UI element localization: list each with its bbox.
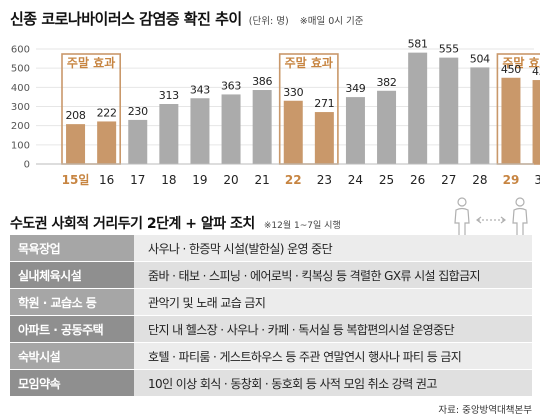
bar [314, 112, 334, 164]
row-description: 10인 이상 회식 · 동창회 · 동호회 등 사적 모임 취소 강력 권고 [134, 370, 532, 396]
bar-value-label: 438 [532, 65, 540, 78]
bar-value-label: 386 [252, 75, 272, 88]
social-distancing-icon [454, 197, 528, 239]
chart-title-text: 신종 코로나바이러스 감염증 확진 추이 [10, 10, 242, 28]
bar-value-label: 581 [408, 38, 428, 51]
rules-table: 목욕장업 사우나 · 한증막 시설(발한실) 운영 중단 실내체육시설 줌바 ·… [10, 235, 532, 397]
table-row: 모임약속 10인 이상 회식 · 동창회 · 동호회 등 사적 모임 취소 강력… [10, 370, 532, 396]
table-row: 숙박시설 호텔 · 파티룸 · 게스트하우스 등 주관 연말연시 행사나 파티 … [10, 343, 532, 369]
x-tick-label: 26 [410, 173, 425, 187]
bar [252, 90, 272, 164]
bar [345, 97, 365, 164]
bar [66, 124, 86, 164]
bar [128, 119, 148, 164]
row-description: 단지 내 헬스장 · 사우나 · 카페 · 독서실 등 복합편의시설 운영중단 [134, 316, 532, 342]
x-tick-label: 18 [161, 173, 176, 187]
row-category: 실내체육시설 [10, 262, 134, 288]
bar-value-label: 363 [221, 79, 241, 92]
row-category: 아파트 · 공동주택 [10, 316, 134, 342]
x-tick-label: 17 [130, 173, 145, 187]
bar [377, 90, 397, 164]
table-row: 아파트 · 공동주택 단지 내 헬스장 · 사우나 · 카페 · 독서실 등 복… [10, 316, 532, 342]
row-category: 학원 · 교습소 등 [10, 289, 134, 315]
y-tick-label: 500 [11, 64, 30, 75]
table-row: 학원 · 교습소 등 관악기 및 노래 교습 금지 [10, 289, 532, 315]
x-tick-label: 16 [99, 173, 114, 187]
bar-value-label: 313 [159, 89, 179, 102]
weekend-label: 주말 효과 [285, 55, 333, 70]
bar-value-label: 330 [283, 86, 303, 99]
x-tick-label: 28 [472, 173, 487, 187]
bar-value-label: 230 [128, 105, 148, 118]
bar-value-label: 208 [65, 109, 85, 122]
x-tick-label: 24 [348, 173, 363, 187]
x-tick-label: 15일 [62, 173, 90, 187]
bar-value-label: 382 [376, 76, 396, 89]
x-tick-label: 27 [441, 173, 456, 187]
row-category: 숙박시설 [10, 343, 134, 369]
bar [501, 77, 521, 164]
table-title: 수도권 사회적 거리두기 2단계 + 알파 조치 ※12월 1~7일 시행 [10, 213, 341, 233]
bar [283, 100, 303, 164]
row-category: 목욕장업 [10, 235, 134, 261]
weekend-label: 주말 효과 [502, 55, 540, 70]
bar [221, 94, 241, 164]
x-tick-label: 23 [317, 173, 332, 187]
bar-value-label: 504 [470, 52, 490, 65]
y-tick-label: 400 [11, 83, 30, 94]
x-tick-label: 30 [534, 173, 540, 187]
bar [532, 80, 540, 164]
bar-value-label: 555 [439, 43, 459, 56]
bar-value-label: 271 [314, 97, 334, 110]
x-tick-label: 29 [503, 173, 520, 187]
bar-value-label: 343 [190, 83, 210, 96]
table-row: 목욕장업 사우나 · 한증막 시설(발한실) 운영 중단 [10, 235, 532, 261]
bar [439, 57, 459, 164]
y-tick-label: 200 [11, 121, 30, 132]
y-tick-label: 600 [11, 45, 30, 56]
x-tick-label: 20 [223, 173, 238, 187]
x-tick-label: 22 [285, 173, 302, 187]
bar-value-label: 222 [97, 106, 117, 119]
y-tick-label: 0 [24, 160, 30, 171]
x-tick-label: 21 [255, 173, 270, 187]
bar [190, 98, 210, 164]
bar-value-label: 349 [345, 82, 365, 95]
bar [159, 104, 179, 164]
table-row: 실내체육시설 줌바 · 태보 · 스피닝 · 에어로빅 · 킥복싱 등 격렬한 … [10, 262, 532, 288]
bar [408, 52, 428, 165]
y-tick-label: 300 [11, 102, 30, 113]
chart-unit: (단위: 명) [248, 16, 289, 27]
row-description: 줌바 · 태보 · 스피닝 · 에어로빅 · 킥복싱 등 격렬한 GX류 시설 … [134, 262, 532, 288]
table-note: ※12월 1~7일 시행 [263, 221, 341, 231]
weekend-label: 주말 효과 [67, 55, 115, 70]
x-tick-label: 25 [379, 173, 394, 187]
chart-title: 신종 코로나바이러스 감염증 확진 추이 (단위: 명) ※매일 0시 기준 [10, 8, 364, 29]
bar [97, 121, 117, 164]
y-tick-label: 100 [11, 140, 30, 151]
chart-note: ※매일 0시 기준 [299, 16, 364, 27]
bar [470, 67, 490, 164]
bar-value-label: 450 [501, 63, 521, 76]
row-category: 모임약속 [10, 370, 134, 396]
table-title-text: 수도권 사회적 거리두기 2단계 + 알파 조치 [10, 216, 255, 232]
source-credit: 자료: 중앙방역대책본부 [438, 405, 532, 416]
row-description: 호텔 · 파티룸 · 게스트하우스 등 주관 연말연시 행사나 파티 등 금지 [134, 343, 532, 369]
row-description: 사우나 · 한증막 시설(발한실) 운영 중단 [134, 235, 532, 261]
row-description: 관악기 및 노래 교습 금지 [134, 289, 532, 315]
x-tick-label: 19 [192, 173, 207, 187]
